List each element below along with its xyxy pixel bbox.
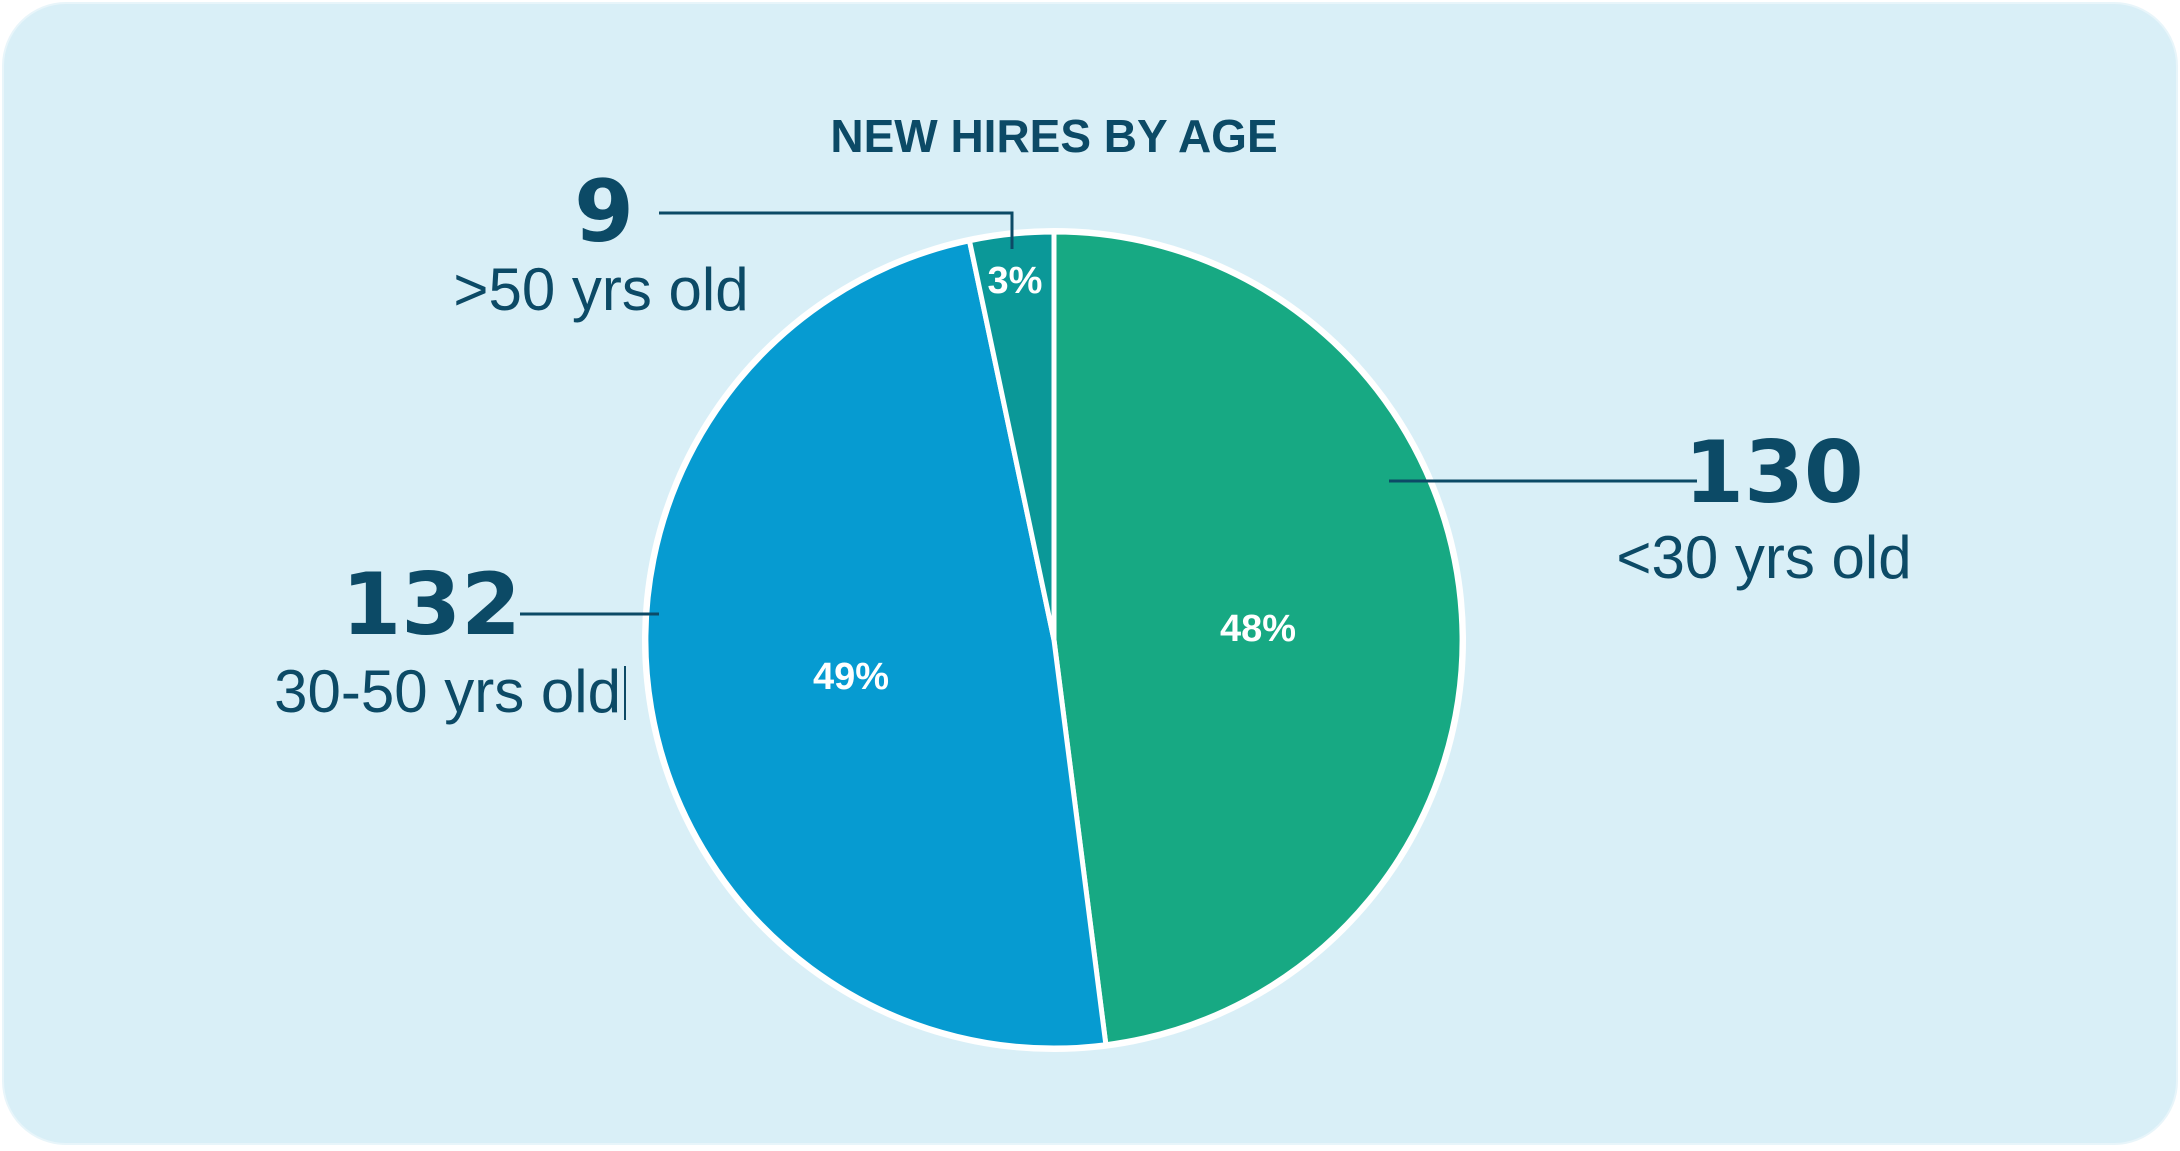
pie-slices — [642, 228, 1466, 1052]
callouts: 130 <30 yrs old 132 30-50 yrs old 9 >50 … — [274, 162, 1911, 725]
category-over-50: >50 yrs old — [453, 256, 748, 323]
chart-title: NEW HIRES BY AGE — [830, 110, 1277, 162]
slice-30-50 — [643, 238, 1109, 1051]
pie-chart: NEW HIRES BY AGE 48% 49% 3% 130 <30 yrs … — [274, 110, 1912, 1052]
count-30-50: 132 — [341, 555, 521, 655]
percent-labels: 48% 49% 3% — [813, 260, 1296, 698]
percent-label-30-50: 49% — [813, 656, 889, 698]
leader-lines — [520, 211, 1697, 616]
count-under-30: 130 — [1684, 423, 1864, 523]
leader-line-over-50 — [659, 211, 1014, 249]
percent-label-under-30: 48% — [1220, 608, 1296, 650]
slice-under-30 — [1051, 229, 1465, 1048]
count-over-50: 9 — [574, 162, 634, 262]
percent-label-over-50: 3% — [988, 260, 1043, 302]
category-under-30: <30 yrs old — [1616, 524, 1911, 591]
category-30-50: 30-50 yrs old — [274, 658, 621, 725]
